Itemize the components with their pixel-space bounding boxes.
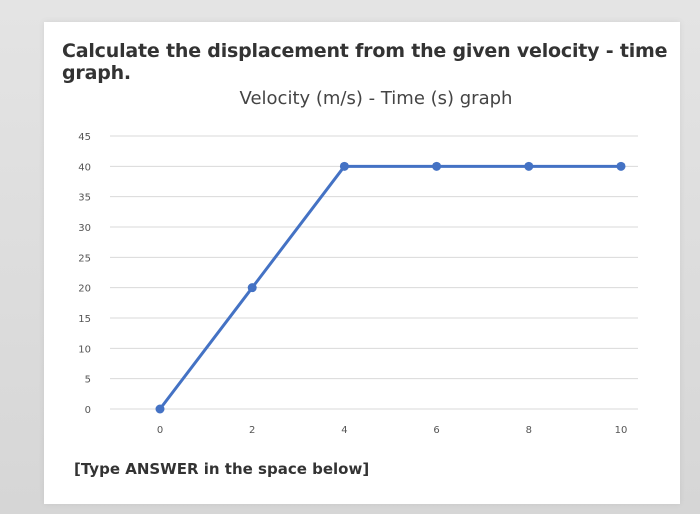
question-text: Calculate the displacement from the give…: [62, 40, 668, 84]
y-tick-label: 5: [85, 375, 91, 386]
x-tick-label: 10: [615, 425, 628, 436]
series-line: [158, 164, 621, 410]
data-point: [616, 161, 626, 171]
y-tick-label: 45: [78, 132, 91, 143]
chart-title: Velocity (m/s) - Time (s) graph: [239, 88, 513, 109]
x-tick-label: 4: [341, 425, 347, 436]
data-point: [247, 283, 257, 293]
y-tick-label: 25: [78, 253, 91, 264]
answer-instruction: [Type ANSWER in the space below]: [74, 460, 370, 478]
series-line-path: [158, 164, 621, 410]
y-tick-label: 10: [78, 344, 91, 355]
data-point: [339, 161, 349, 171]
y-tick-label: 0: [85, 405, 91, 416]
y-tick-label: 30: [78, 223, 91, 234]
y-tick-label: 20: [78, 284, 91, 295]
x-tick-label: 0: [157, 425, 163, 436]
chart-gridlines: [110, 135, 638, 410]
x-tick-label: 8: [526, 425, 532, 436]
x-tick-label: 2: [249, 425, 255, 436]
series-points: [155, 161, 626, 414]
data-point: [524, 161, 534, 171]
question-card: [44, 22, 680, 504]
y-tick-label: 15: [78, 314, 91, 325]
data-point: [432, 161, 442, 171]
y-tick-label: 35: [78, 193, 91, 204]
x-tick-label: 6: [433, 425, 439, 436]
y-axis-ticks: 0 5 10 15 20 25 30 35 40 45: [78, 132, 91, 416]
y-tick-label: 40: [78, 162, 91, 173]
data-point: [155, 404, 165, 414]
x-axis-ticks: 0 2 4 6 8 10: [157, 425, 628, 436]
